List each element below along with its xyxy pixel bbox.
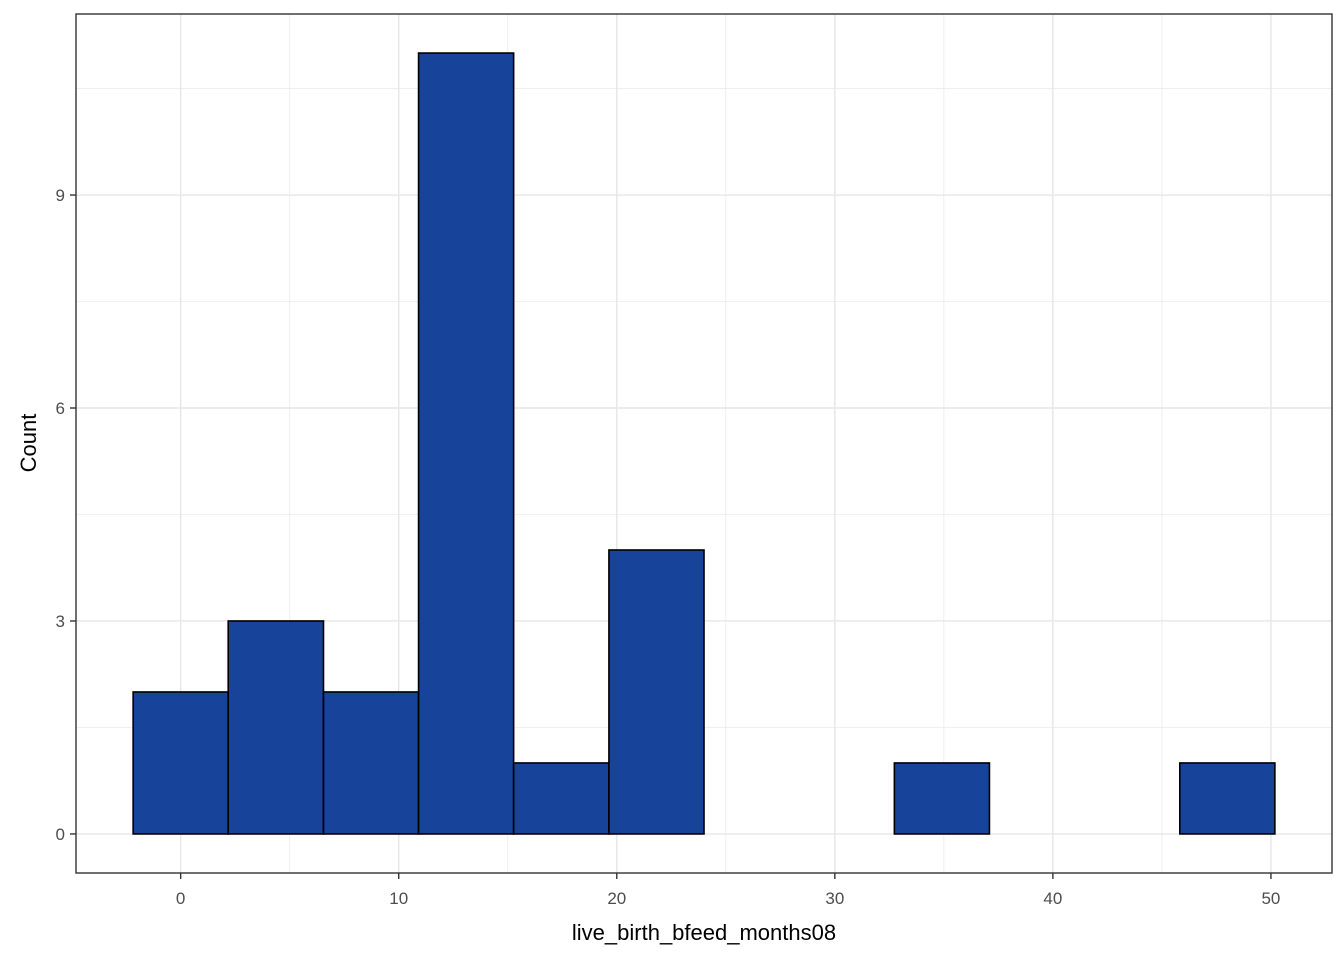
x-axis-title: live_birth_bfeed_months08 <box>572 920 836 945</box>
histogram-bar-12 <box>1178 762 1276 835</box>
x-tick-label: 20 <box>607 889 626 908</box>
histogram-bar-3 <box>322 691 420 835</box>
histogram-bar-9 <box>893 762 991 835</box>
x-tick-label: 10 <box>389 889 408 908</box>
histogram-bar-1 <box>132 691 230 835</box>
x-tick-label: 50 <box>1261 889 1280 908</box>
histogram-bar-4 <box>417 52 515 835</box>
x-tick-label: 30 <box>825 889 844 908</box>
y-tick-label: 9 <box>56 186 65 205</box>
y-tick-label: 0 <box>56 825 65 844</box>
x-tick-label: 40 <box>1043 889 1062 908</box>
plot-panel-border <box>75 13 1333 874</box>
y-tick-label: 6 <box>56 399 65 418</box>
x-axis: 0 10 20 30 40 50 <box>176 873 1280 908</box>
y-axis: 0 3 6 9 <box>56 186 76 844</box>
y-tick-label: 3 <box>56 612 65 631</box>
x-tick-label: 0 <box>176 889 185 908</box>
histogram-bar-2 <box>227 620 325 835</box>
histogram-bar-6 <box>608 549 705 835</box>
y-axis-title: Count <box>16 414 41 473</box>
histogram-bar-5 <box>512 762 610 835</box>
histogram-bars <box>132 52 1276 835</box>
